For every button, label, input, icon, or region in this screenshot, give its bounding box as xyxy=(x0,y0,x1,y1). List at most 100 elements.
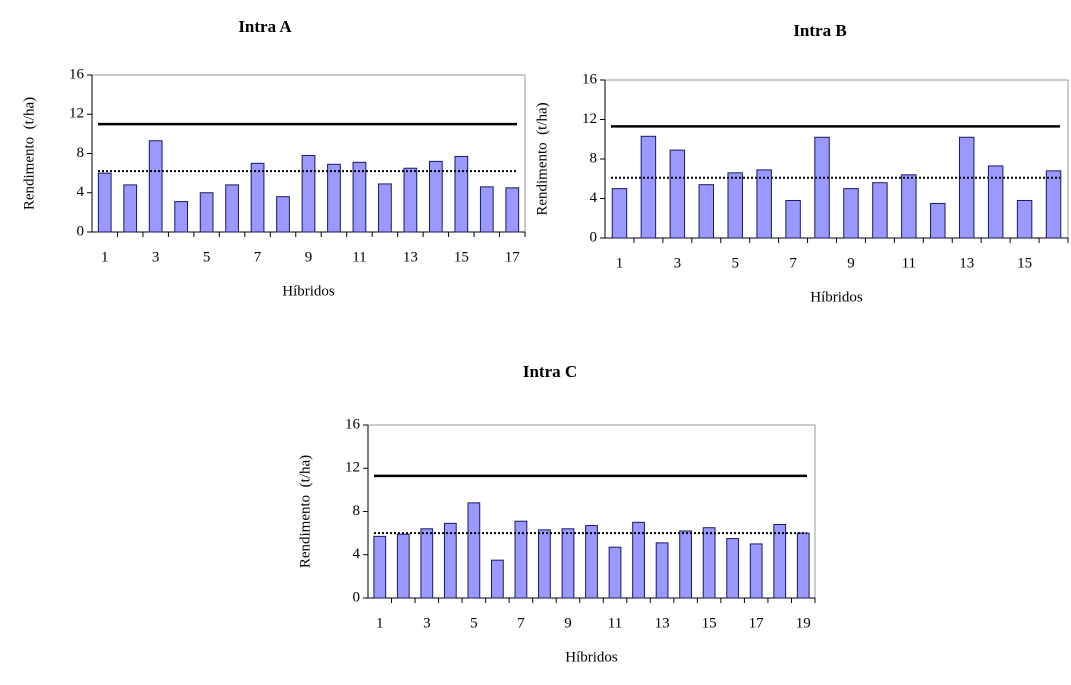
bar xyxy=(843,188,859,239)
bar xyxy=(491,559,504,599)
bar xyxy=(930,202,946,239)
y-axis-label: Rendimento (t/ha) xyxy=(21,97,37,210)
x-tick-label: 15 xyxy=(702,615,717,631)
bar xyxy=(199,192,214,233)
chart-title: Intra C xyxy=(523,362,577,381)
x-axis-label: Híbridos xyxy=(282,283,335,299)
x-axis-label: Híbridos xyxy=(565,649,618,665)
y-tick-label: 8 xyxy=(77,145,85,161)
x-tick-label: 19 xyxy=(796,615,811,631)
bar xyxy=(785,199,801,239)
bar xyxy=(123,184,138,233)
bar xyxy=(505,187,520,233)
bar xyxy=(1016,199,1033,239)
x-tick-label: 11 xyxy=(608,615,622,631)
bar xyxy=(987,165,1004,239)
bar xyxy=(669,149,686,239)
y-tick-label: 4 xyxy=(353,546,361,562)
x-tick-label: 17 xyxy=(749,615,765,631)
x-tick-label: 9 xyxy=(305,249,313,265)
bar xyxy=(148,140,163,233)
bar xyxy=(872,182,888,239)
bar xyxy=(97,172,112,233)
y-tick-label: 8 xyxy=(353,503,361,519)
y-axis-label: Rendimento (t/ha) xyxy=(534,102,550,215)
x-tick-label: 5 xyxy=(470,615,478,631)
x-tick-label: 5 xyxy=(203,249,211,265)
bar xyxy=(773,523,787,599)
bar xyxy=(514,520,528,599)
bar xyxy=(608,546,622,599)
bar xyxy=(655,542,669,599)
bar xyxy=(467,502,481,599)
y-tick-label: 4 xyxy=(77,184,85,200)
x-tick-label: 5 xyxy=(731,255,739,271)
bar xyxy=(479,186,494,233)
y-tick-label: 4 xyxy=(590,190,598,206)
y-tick-label: 12 xyxy=(345,460,360,476)
bar xyxy=(702,527,716,599)
bar xyxy=(814,136,830,239)
x-tick-label: 7 xyxy=(254,249,262,265)
bar xyxy=(749,543,763,599)
bar xyxy=(174,201,189,233)
x-tick-label: 1 xyxy=(101,249,109,265)
bar xyxy=(679,530,692,599)
x-tick-label: 11 xyxy=(902,255,916,271)
y-tick-label: 16 xyxy=(69,66,85,82)
bar xyxy=(632,521,645,599)
x-tick-label: 13 xyxy=(403,249,418,265)
x-tick-label: 11 xyxy=(352,249,366,265)
x-tick-label: 3 xyxy=(674,255,682,271)
x-tick-label: 15 xyxy=(454,249,469,265)
bar xyxy=(454,155,469,233)
bar xyxy=(640,135,657,239)
bar xyxy=(276,196,290,233)
bar xyxy=(443,522,457,599)
x-tick-label: 3 xyxy=(152,249,160,265)
bar xyxy=(396,533,410,599)
y-tick-label: 12 xyxy=(582,111,597,127)
y-axis-label: Rendimento (t/ha) xyxy=(297,455,313,568)
x-tick-label: 3 xyxy=(423,615,431,631)
bar xyxy=(726,538,740,599)
bar xyxy=(327,163,341,233)
y-tick-label: 16 xyxy=(582,71,598,87)
bar xyxy=(403,167,418,233)
y-tick-label: 0 xyxy=(77,223,85,239)
x-tick-label: 9 xyxy=(564,615,572,631)
bar xyxy=(250,162,265,233)
y-tick-label: 16 xyxy=(345,416,361,432)
bar xyxy=(698,184,715,239)
bar xyxy=(301,154,316,233)
bar xyxy=(727,172,743,239)
x-axis-label: Híbridos xyxy=(810,289,863,305)
x-tick-label: 7 xyxy=(789,255,797,271)
x-tick-label: 13 xyxy=(959,255,974,271)
bar xyxy=(352,161,367,233)
bar xyxy=(958,136,975,239)
x-tick-label: 15 xyxy=(1017,255,1032,271)
y-tick-label: 0 xyxy=(590,229,598,245)
bar xyxy=(796,532,810,599)
chart-title: Intra A xyxy=(238,17,292,36)
bar xyxy=(901,174,917,239)
bar xyxy=(611,188,628,239)
x-tick-label: 9 xyxy=(847,255,855,271)
bar xyxy=(225,184,239,233)
bar xyxy=(561,528,575,599)
x-tick-label: 13 xyxy=(655,615,670,631)
bar xyxy=(420,528,434,599)
x-tick-label: 7 xyxy=(517,615,525,631)
bar xyxy=(373,535,387,599)
x-tick-label: 1 xyxy=(616,255,624,271)
bar xyxy=(538,529,551,599)
x-tick-label: 1 xyxy=(376,615,384,631)
bar xyxy=(378,183,392,233)
bar xyxy=(756,169,772,239)
y-tick-label: 12 xyxy=(69,106,84,122)
bar xyxy=(428,160,443,233)
y-tick-label: 0 xyxy=(353,589,361,605)
chart-title: Intra B xyxy=(793,21,846,40)
